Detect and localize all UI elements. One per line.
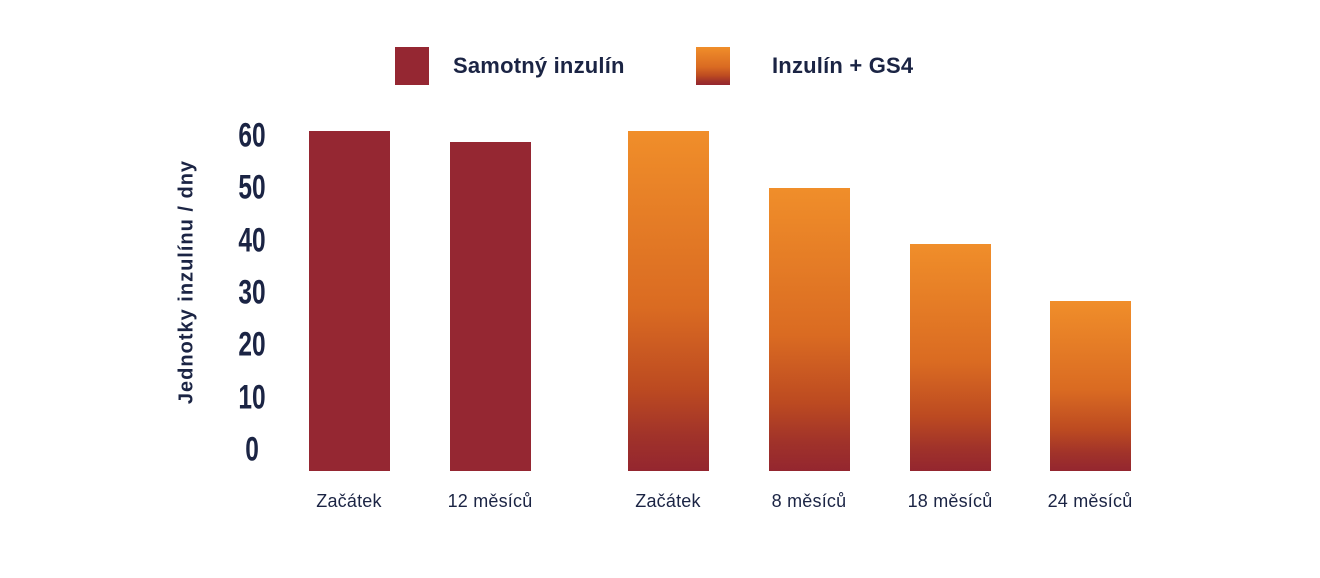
y-tick-label: 10 [238, 378, 266, 417]
bar [308, 131, 390, 471]
y-tick-label: 50 [238, 168, 266, 207]
y-tick-label: 20 [238, 325, 266, 364]
legend-label-inzulin-gs4: Inzulín + GS4 [772, 53, 914, 78]
legend-swatch-samotny-inzulin [395, 47, 429, 85]
y-tick-label: 60 [238, 116, 266, 155]
x-tick-label: 8 měsíců [771, 491, 847, 511]
bar [449, 142, 531, 471]
bar [627, 131, 709, 471]
bar [768, 187, 850, 471]
y-axis-label: Jednotky inzulínu / dny [175, 159, 198, 405]
x-tick-label: 12 měsíců [447, 491, 533, 511]
x-tick-label: Začátek [635, 491, 701, 511]
x-tick-label: 24 měsíců [1047, 491, 1133, 511]
y-tick-label: 0 [245, 430, 259, 469]
bar [1049, 301, 1131, 471]
legend-swatch-inzulin-gs4 [696, 47, 730, 85]
x-tick-label: Začátek [316, 491, 382, 511]
bar [909, 244, 991, 471]
y-tick-label: 40 [238, 221, 266, 260]
x-tick-label: 18 měsíců [907, 491, 993, 511]
y-tick-label: 30 [238, 273, 266, 312]
legend-label-samotny-inzulin: Samotný inzulín [453, 53, 625, 78]
